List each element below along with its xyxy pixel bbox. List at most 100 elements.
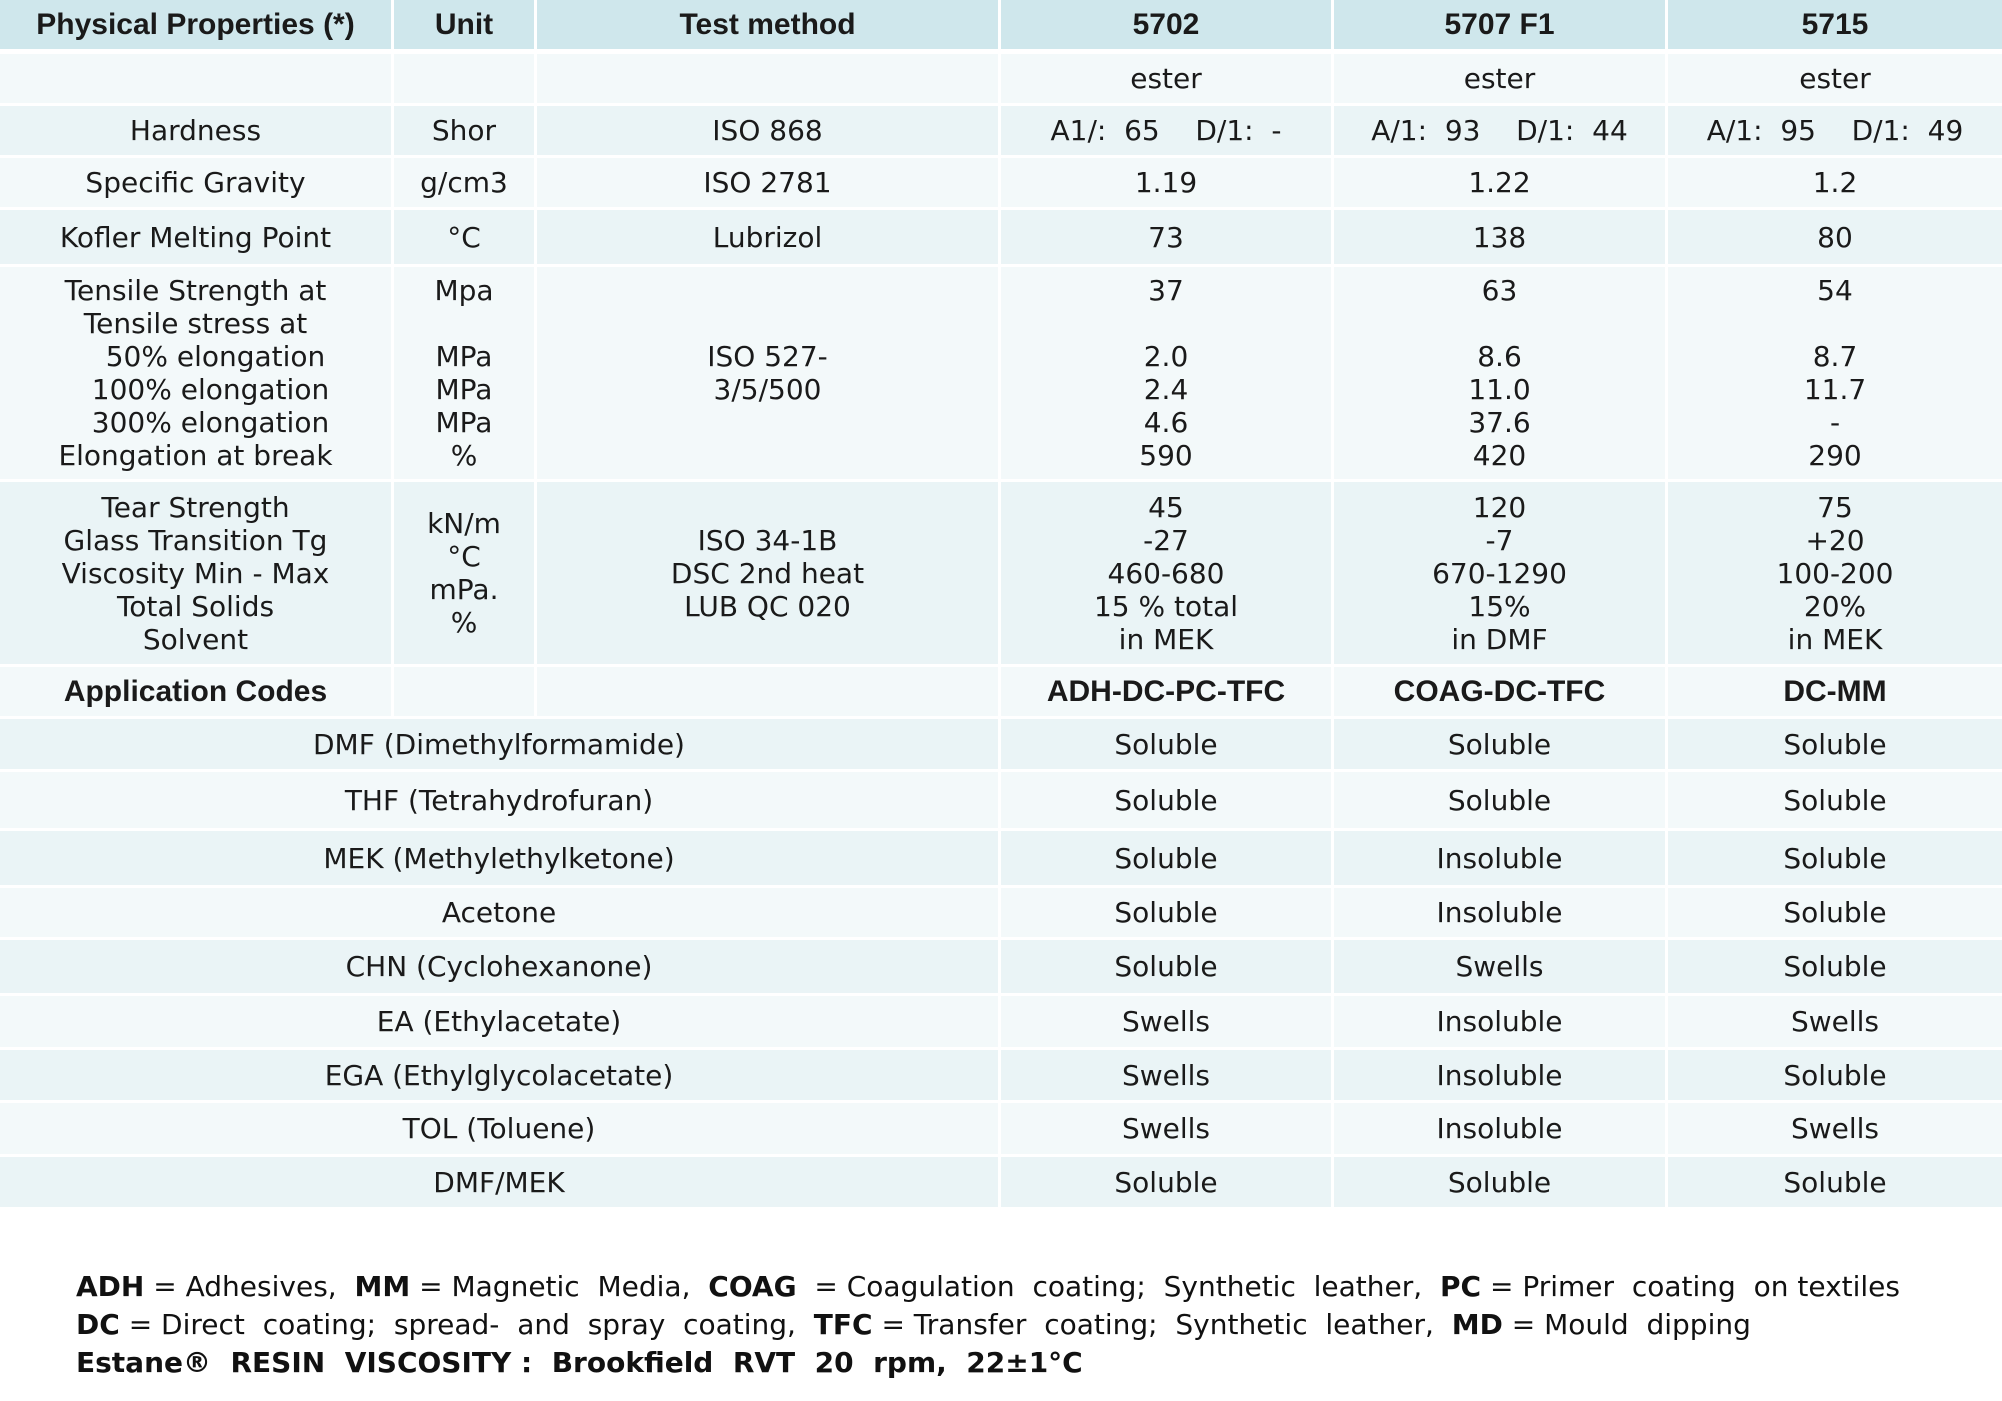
code-desc: = Mould dipping [1502,1308,1751,1341]
cell: 1.2 [1668,158,2002,210]
text: Tensile Strength at [64,274,327,307]
code-desc: = Adhesives, [144,1270,355,1303]
text: in MEK [1787,622,1883,656]
cell: Soluble [1001,772,1334,831]
header-unit: Unit [394,0,537,54]
solvent-row: Acetone Soluble Insoluble Soluble [0,888,2002,940]
text: 11.7 [1803,373,1867,406]
text: 63 [1481,274,1518,307]
text: 100-200 [1776,556,1894,590]
cell: ester [1334,54,1668,106]
code: MM [354,1270,411,1303]
solvent-row: DMF (Dimethylformamide) Soluble Soluble … [0,719,2002,772]
text: 3/5/500 [713,373,822,406]
cell: Swells [1001,1103,1334,1157]
cell [537,667,1001,719]
cell: Soluble [1001,888,1334,940]
text: 75 [1817,490,1853,524]
text: Tear Strength [101,490,290,524]
solvent-row: DMF/MEK Soluble Soluble Soluble [0,1157,2002,1210]
tensile-5715: 54 8.7 11.7 - 290 [1668,267,2002,482]
text: 45 [1148,490,1184,524]
text [1340,307,1659,340]
tear-units: kN/m °C mPa. % [394,482,537,667]
cell: °C [394,210,537,267]
code: DC [76,1308,120,1341]
cell: Soluble [1334,719,1668,772]
text: °C [447,540,481,573]
solvent-row: EA (Ethylacetate) Swells Insoluble Swell… [0,996,2002,1050]
cell: Soluble [1668,888,2002,940]
cell: A1/: 65 D/1: - [1001,106,1334,158]
text: MPa [435,373,493,406]
text: 420 [1472,439,1527,472]
solvent-name: EGA (Ethylglycolacetate) [0,1050,1001,1103]
resin-viscosity-note: Estane® RESIN VISCOSITY : Brookfield RVT… [76,1346,1083,1379]
header-properties: Physical Properties (*) [0,0,394,54]
text: +20 [1805,523,1865,557]
text [1007,307,1325,340]
text: LUB QC 020 [684,589,851,623]
text: -7 [1485,523,1514,557]
text: 54 [1817,274,1853,307]
cell: Soluble [1668,772,2002,831]
cell: Soluble [1668,1050,2002,1103]
tensile-method: ISO 527- 3/5/500 [537,267,1001,482]
cell: Soluble [1001,1157,1334,1210]
tear-5707f1: 120 -7 670-1290 15% in DMF [1334,482,1668,667]
text: 2.0 [1143,340,1189,373]
properties-table: Physical Properties (*) Unit Test method… [0,0,2002,1210]
text: mPa. [429,573,499,606]
text: 37.6 [1468,406,1531,439]
text [400,307,528,340]
cell: Swells [1001,996,1334,1050]
solvent-name: CHN (Cyclohexanone) [0,940,1001,996]
text: kN/m [427,507,501,540]
text: ISO 527- [707,340,828,373]
cell: Swells [1001,1050,1334,1103]
text: - [1829,406,1841,439]
solvent-name: MEK (Methylethylketone) [0,831,1001,888]
text: Solvent [142,622,249,656]
cell: Swells [1668,1103,2002,1157]
text: Mpa [434,274,494,307]
tear-block: Tear Strength Glass Transition Tg Viscos… [0,482,2002,667]
text: 37 [1148,274,1184,307]
text: 11.0 [1468,373,1531,406]
cell: ISO 868 [537,106,1001,158]
solvent-name: EA (Ethylacetate) [0,996,1001,1050]
text: 2.4 [1143,373,1189,406]
cell: Soluble [1668,1157,2002,1210]
app-code-5707f1: COAG-DC-TFC [1334,667,1668,719]
solvent-row: THF (Tetrahydrofuran) Soluble Soluble So… [0,772,2002,831]
cell: Kofler Melting Point [0,210,394,267]
footnotes: ADH = Adhesives, MM = Magnetic Media, CO… [76,1268,1900,1382]
text: in MEK [1118,622,1214,656]
header-5702: 5702 [1001,0,1334,54]
solvent-name: TOL (Toluene) [0,1103,1001,1157]
cell: Soluble [1668,940,2002,996]
cell: Soluble [1001,719,1334,772]
type-row: ester ester ester [0,54,2002,106]
text: MPa [435,340,493,373]
code: COAG [708,1270,797,1303]
cell: Insoluble [1334,831,1668,888]
cell: Insoluble [1334,1050,1668,1103]
tear-5702: 45 -27 460-680 15 % total in MEK [1001,482,1334,667]
tensile-properties: Tensile Strength at Tensile stress at 50… [0,267,394,482]
cell: Shor [394,106,537,158]
text: Viscosity Min - Max [61,556,330,590]
cell: Lubrizol [537,210,1001,267]
solvent-name: Acetone [0,888,1001,940]
text: Total Solids [116,589,275,623]
text: 120 [1472,490,1527,524]
solvent-row: CHN (Cyclohexanone) Soluble Swells Solub… [0,940,2002,996]
text: MPa [435,406,493,439]
header-row: Physical Properties (*) Unit Test method… [0,0,2002,54]
text: % [450,606,478,639]
text: 290 [1808,439,1862,472]
code: TFC [813,1308,873,1341]
text: 50% elongation [105,340,326,373]
footnote-line-1: ADH = Adhesives, MM = Magnetic Media, CO… [76,1268,1900,1306]
code-desc: = Magnetic Media, [410,1270,709,1303]
